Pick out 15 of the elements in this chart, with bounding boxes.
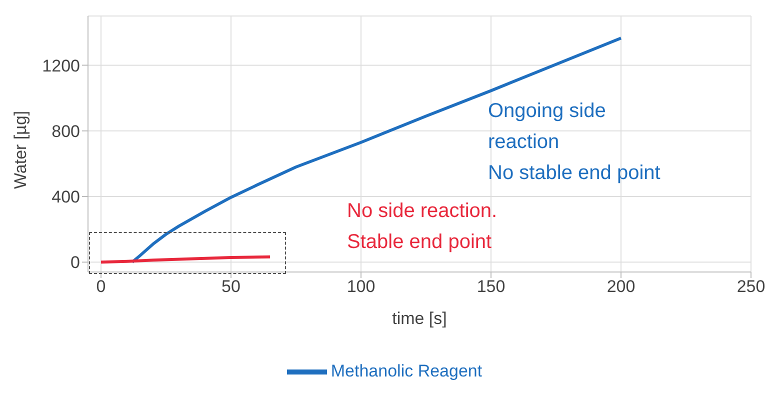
legend-label: Methanolic Reagent [330,361,482,380]
x-axis-title: time [s] [392,309,447,328]
y-tick-label: 400 [52,188,80,207]
x-tick-label: 50 [222,277,240,296]
y-axis-title: Water [µg] [11,110,30,189]
x-tick-label: 150 [476,277,506,296]
y-tick-label: 0 [70,253,80,272]
x-tick-label: 250 [736,277,766,296]
y-tick-label: 800 [52,122,80,141]
annotation: No side reaction. Stable end point [347,199,498,255]
annotation: Ongoing side reaction No stable end point [488,99,660,186]
x-tick-label: 200 [606,277,636,296]
x-tick-label: 100 [346,277,376,296]
x-tick-label: 0 [96,277,106,296]
y-tick-label: 1200 [42,56,80,76]
